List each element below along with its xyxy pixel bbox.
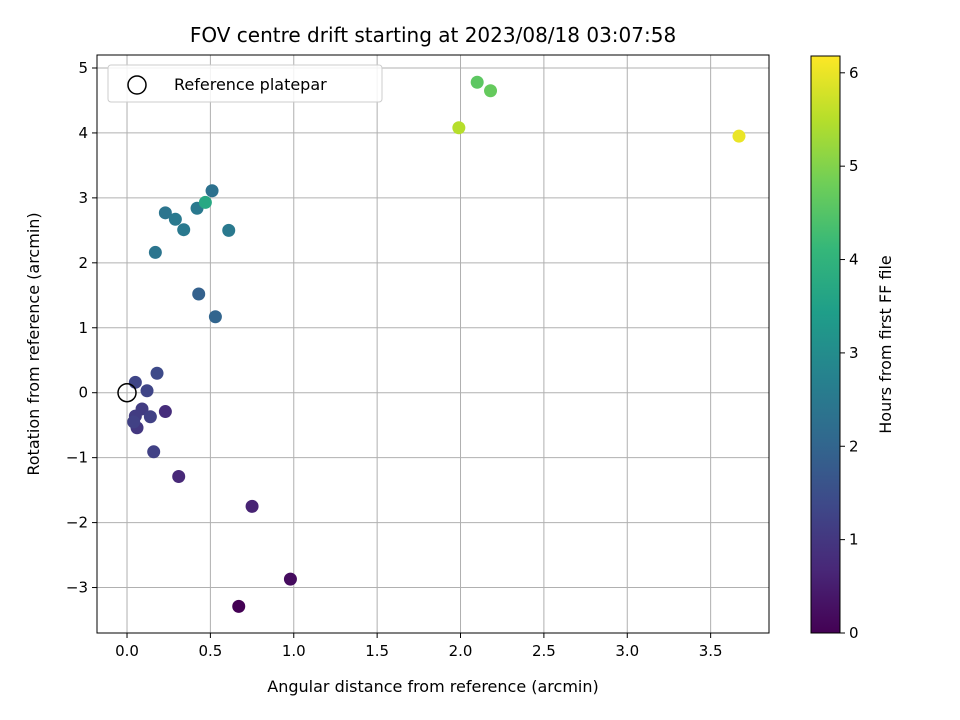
colorbar-tick-label: 3: [849, 344, 859, 362]
legend-entry-reference: Reference platepar: [174, 75, 327, 94]
colorbar-frame: [810, 55, 841, 634]
data-point: [283, 572, 297, 586]
colorbar-tick-label: 2: [849, 437, 859, 455]
legend-box: [107, 64, 383, 103]
colorbar-tick-label: 6: [849, 64, 859, 82]
data-point: [148, 245, 162, 259]
x-tick-label: 1.5: [365, 642, 389, 660]
x-axis-title: Angular distance from reference (arcmin): [267, 677, 598, 696]
data-point: [222, 223, 236, 237]
y-tick-label: −1: [66, 449, 88, 467]
data-point: [198, 195, 212, 209]
colorbar-tick-label: 4: [849, 251, 859, 269]
x-axis-ticks: 0.0 0.5 1.0 1.5 2.0 2.5 3.0 3.5: [115, 633, 723, 660]
data-point: [732, 129, 746, 143]
y-tick-label: 0: [78, 384, 88, 402]
colorbar-tick-label: 1: [849, 531, 859, 549]
data-point: [140, 384, 154, 398]
plot-frame: [96, 54, 770, 634]
data-point: [168, 212, 182, 226]
x-tick-label: 0.0: [115, 642, 139, 660]
data-point: [127, 415, 141, 429]
colorbar-tick-label: 5: [849, 157, 859, 175]
data-point: [158, 405, 172, 419]
x-tick-label: 3.5: [699, 642, 723, 660]
data-point: [232, 599, 246, 613]
data-point: [484, 84, 498, 98]
data-point: [143, 410, 157, 424]
data-point: [245, 499, 259, 513]
y-tick-label: 5: [78, 59, 88, 77]
y-tick-label: 4: [78, 124, 88, 142]
colorbar-tick-label: 0: [849, 624, 859, 642]
colorbar-gradient: [811, 56, 840, 633]
x-tick-label: 0.5: [198, 642, 222, 660]
x-tick-label: 2.0: [449, 642, 473, 660]
grid: [97, 55, 769, 633]
data-point: [452, 121, 466, 135]
data-point: [177, 223, 191, 237]
y-axis-title: Rotation from reference (arcmin): [24, 212, 43, 475]
y-axis-ticks: −3 −2 −1 0 1 2 3 4 5: [66, 59, 97, 597]
reference-platepar-marker: [117, 382, 137, 403]
data-point: [172, 469, 186, 483]
data-point: [135, 402, 149, 416]
data-point: [158, 206, 172, 220]
data-point: [470, 75, 484, 89]
x-tick-label: 2.5: [532, 642, 556, 660]
y-tick-label: 2: [78, 254, 88, 272]
data-point: [128, 375, 142, 389]
x-tick-label: 1.0: [282, 642, 306, 660]
colorbar-ticks: 0 1 2 3 4 5 6: [840, 64, 859, 642]
data-point: [205, 184, 219, 198]
colorbar-title: Hours from first FF file: [876, 255, 895, 434]
y-tick-label: −2: [66, 514, 88, 532]
data-point: [208, 310, 222, 324]
data-points: [117, 75, 746, 613]
chart-title: FOV centre drift starting at 2023/08/18 …: [190, 23, 676, 47]
data-point: [147, 445, 161, 459]
data-point: [192, 287, 206, 301]
x-tick-label: 3.0: [615, 642, 639, 660]
y-tick-label: −3: [66, 579, 88, 597]
y-tick-label: 3: [78, 189, 88, 207]
legend: Reference platepar: [107, 64, 383, 103]
y-tick-label: 1: [78, 319, 88, 337]
data-point: [150, 366, 164, 380]
colorbar: 0 1 2 3 4 5 6 Hours from first FF file: [810, 55, 895, 642]
legend-marker-reference: [127, 75, 147, 95]
